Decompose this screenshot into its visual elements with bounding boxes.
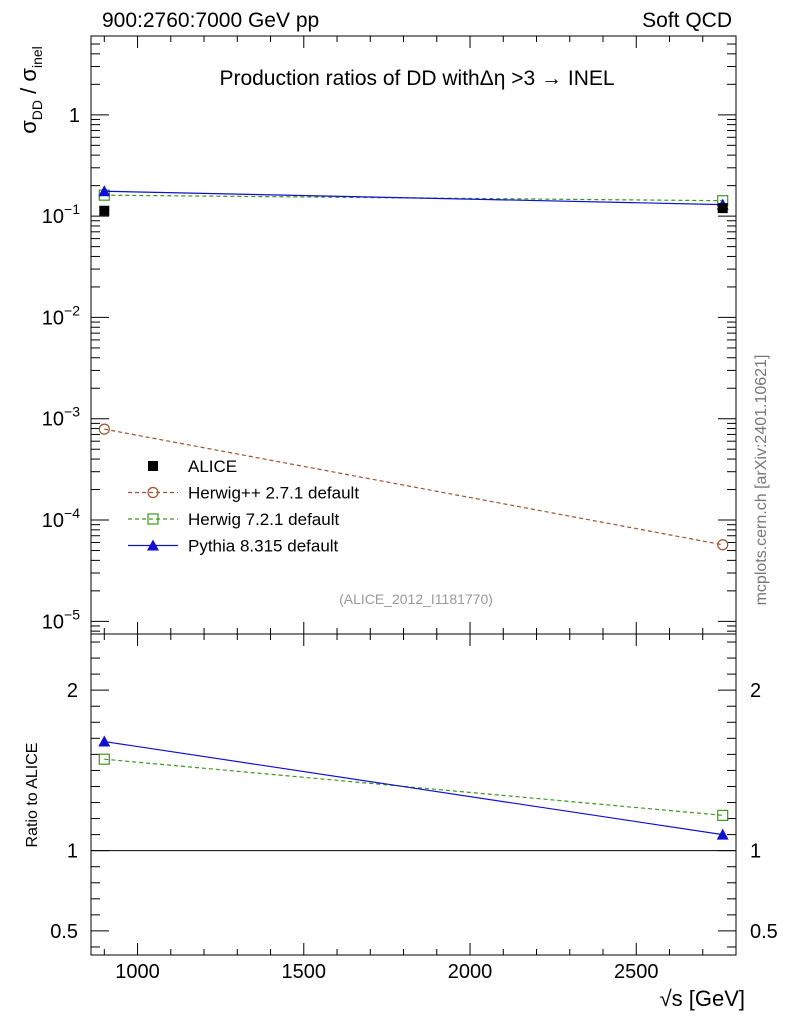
y-tick-exponent: −3 (64, 404, 80, 420)
y-tick-exponent: −1 (64, 201, 80, 217)
sigma-inel-subscript: inel (29, 46, 45, 68)
herwig7-ratio-line (104, 758, 723, 816)
watermark: mcplots.cern.ch [arXiv:2401.10621] (753, 355, 770, 606)
y-tick-label: 10−2 (42, 302, 80, 329)
y-tick-base: 10 (42, 409, 64, 431)
ratio-tick-label-right: 1 (750, 841, 761, 863)
main-series-layer (98, 185, 729, 551)
x-axis: 1000 1500 2000 2500 (103, 36, 737, 983)
analysis-tag: (ALICE_2012_I1181770) (339, 591, 493, 607)
x-tick-label: 1500 (282, 961, 327, 983)
ratio-tick-label: 1 (67, 841, 78, 863)
legend-entry-pythia-label: Pythia 8.315 default (188, 537, 339, 556)
y-tick-label: 10−5 (42, 606, 80, 633)
herwigpp-series-point (98, 423, 110, 435)
ratio-y-axis-label: Ratio to ALICE (24, 743, 41, 848)
ylabel-divider: / σ (16, 68, 41, 100)
x-axis-label: √s [GeV] (660, 986, 745, 1011)
ratio-y-axis: 0.5 0.5 1 1 2 2 (50, 641, 778, 948)
herwig7-ratio-point (717, 809, 729, 821)
y-tick-base: 10 (42, 307, 64, 329)
y-tick-base: 10 (42, 611, 64, 633)
y-tick-base: 10 (42, 510, 64, 532)
y-tick-label: 10−4 (42, 505, 80, 532)
legend-entry-alice-label: ALICE (188, 457, 237, 476)
herwig7-ratio-point (98, 753, 110, 765)
sigma-symbol-dd: σ (16, 120, 41, 134)
y-tick-label: 10−1 (42, 201, 80, 228)
header-energy-label: 900:2760:7000 GeV pp (102, 9, 319, 32)
header-category-label: Soft QCD (642, 9, 732, 32)
ratio-tick-label-right: 2 (750, 680, 761, 702)
y-tick-exponent: −5 (64, 606, 80, 622)
x-tick-label: 2500 (614, 961, 659, 983)
y-tick-base: 10 (42, 206, 64, 228)
alice-data-point (99, 205, 110, 216)
pythia-ratio-point (98, 735, 111, 747)
herwigpp-series-point (717, 539, 729, 551)
y-tick-exponent: −2 (64, 302, 80, 318)
legend-entry-alice-marker (148, 461, 158, 471)
ratio-series-layer (98, 735, 729, 840)
legend-entry-herwig7-marker (147, 513, 159, 525)
ratio-tick-label: 0.5 (50, 921, 78, 943)
alice-data-point (717, 203, 728, 214)
sigma-dd-subscript: DD (29, 100, 45, 120)
legend-entry-herwigpp-marker (147, 486, 159, 499)
legend: ALICE Herwig++ 2.7.1 default Herwig 7.2.1 … (128, 457, 359, 556)
legend-entry-herwigpp-label: Herwig++ 2.7.1 default (188, 484, 359, 503)
main-y-axis-label: σDD / σinel (16, 46, 45, 134)
main-y-axis: 110−110−210−310−410−5 (42, 35, 736, 633)
x-tick-label: 2000 (448, 961, 493, 983)
legend-entry-pythia-marker (147, 539, 159, 551)
y-tick-exponent: −4 (64, 505, 80, 521)
y-tick-label: 1 (69, 105, 80, 127)
legend-entry-herwig7-label: Herwig 7.2.1 default (188, 510, 339, 529)
ratio-plot-frame (90, 633, 737, 956)
pythia-ratio-point (716, 828, 729, 840)
ratio-tick-label-right: 0.5 (750, 921, 778, 943)
y-tick-label: 10−3 (42, 404, 80, 431)
pythia-ratio-line (104, 740, 723, 836)
ratio-tick-label: 2 (67, 680, 78, 702)
pythia-series-point (98, 185, 111, 197)
chart-title: Production ratios of DD withΔη >3 → INEL (219, 67, 614, 90)
pythia-series-line (104, 190, 723, 206)
x-tick-label: 1000 (115, 961, 160, 983)
